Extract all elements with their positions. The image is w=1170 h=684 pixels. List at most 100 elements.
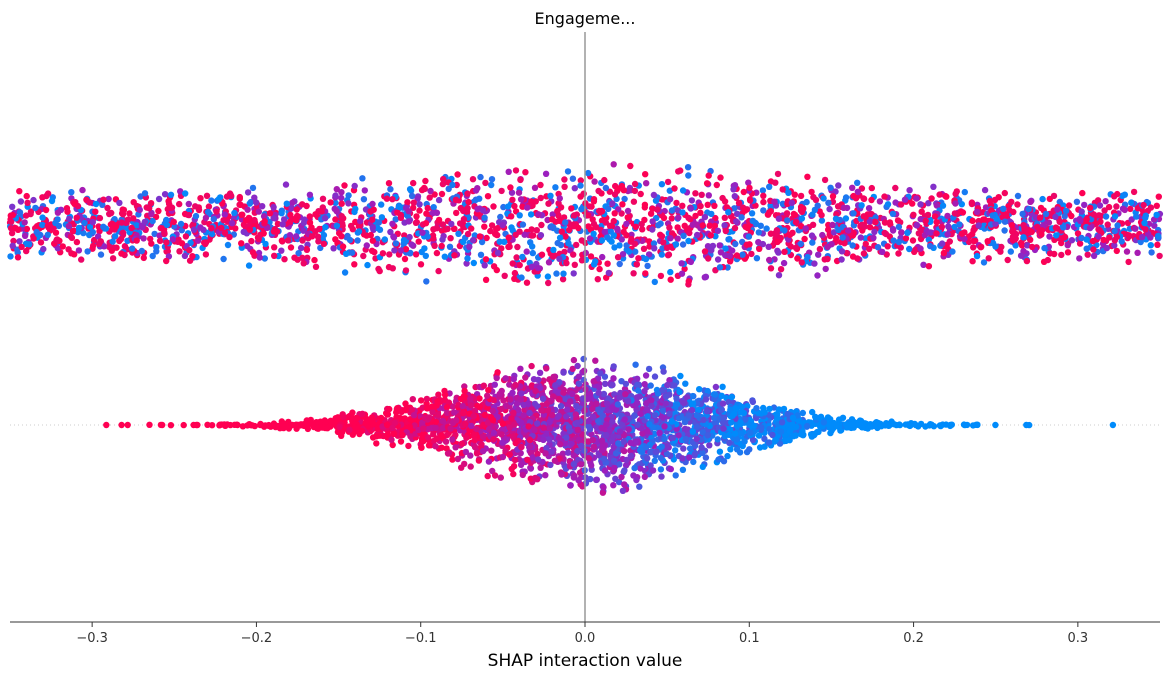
data-point [68, 233, 74, 239]
data-point [447, 235, 453, 241]
data-point [625, 208, 631, 214]
data-point [649, 218, 655, 224]
data-point [377, 227, 383, 233]
data-point [738, 214, 744, 220]
data-point [648, 382, 654, 388]
data-point [518, 274, 524, 280]
data-point [64, 205, 70, 211]
data-point [1133, 213, 1139, 219]
data-point [518, 444, 524, 450]
data-point [502, 273, 508, 279]
data-point [1091, 253, 1097, 259]
data-point [144, 204, 150, 210]
data-point [15, 254, 21, 260]
data-point [7, 253, 13, 259]
data-point [149, 218, 155, 224]
data-point [524, 204, 530, 210]
data-point [879, 249, 885, 255]
data-point [746, 241, 752, 247]
data-point [829, 222, 835, 228]
data-point [332, 192, 338, 198]
data-point [917, 201, 923, 207]
data-point [535, 265, 541, 271]
data-point [754, 255, 760, 261]
data-point [766, 184, 772, 190]
data-point [170, 236, 176, 242]
data-point [84, 248, 90, 254]
data-point [702, 248, 708, 254]
data-point [596, 266, 602, 272]
data-point [780, 186, 786, 192]
data-point [861, 213, 867, 219]
data-point [858, 234, 864, 240]
data-point [90, 229, 96, 235]
data-point [643, 180, 649, 186]
data-point [474, 206, 480, 212]
data-point [708, 232, 714, 238]
data-point [261, 230, 267, 236]
data-point [925, 212, 931, 218]
data-point [723, 228, 729, 234]
data-point [1054, 206, 1060, 212]
data-point [833, 216, 839, 222]
data-point [1114, 248, 1120, 254]
data-point [719, 393, 725, 399]
data-point [677, 373, 683, 379]
data-point [1156, 194, 1162, 200]
data-point [976, 222, 982, 228]
data-point [980, 216, 986, 222]
data-point [309, 233, 315, 239]
data-point [338, 233, 344, 239]
data-point [39, 222, 45, 228]
data-point [1091, 211, 1097, 217]
data-point [488, 182, 494, 188]
data-point [168, 192, 174, 198]
data-point [866, 246, 872, 252]
data-point [1110, 422, 1116, 428]
data-point [680, 467, 686, 473]
data-point [947, 423, 953, 429]
data-point [549, 412, 555, 418]
data-point [667, 235, 673, 241]
data-point [1039, 196, 1045, 202]
data-point [220, 256, 226, 262]
data-point [482, 262, 488, 268]
data-point [933, 230, 939, 236]
data-point [840, 234, 846, 240]
data-point [867, 211, 873, 217]
data-point [774, 227, 780, 233]
data-point [522, 374, 528, 380]
data-point [683, 426, 689, 432]
data-point [969, 258, 975, 264]
data-point [970, 244, 976, 250]
data-point [1037, 214, 1043, 220]
data-point [651, 192, 657, 198]
data-point [416, 201, 422, 207]
data-point [71, 201, 77, 207]
data-point [529, 232, 535, 238]
data-point [186, 201, 192, 207]
data-point [539, 252, 545, 258]
data-point [1087, 225, 1093, 231]
data-point [1034, 224, 1040, 230]
data-point [611, 363, 617, 369]
data-point [87, 199, 93, 205]
data-point [1081, 202, 1087, 208]
data-point [581, 368, 587, 374]
data-point [667, 269, 673, 275]
data-point [505, 244, 511, 250]
data-point [243, 217, 249, 223]
data-point [225, 242, 231, 248]
data-point [116, 200, 122, 206]
data-point [725, 209, 731, 215]
data-point [529, 243, 535, 249]
data-point [455, 231, 461, 237]
data-point [666, 224, 672, 230]
data-point [1009, 228, 1015, 234]
data-point [520, 221, 526, 227]
data-point [376, 219, 382, 225]
data-point [877, 198, 883, 204]
data-point [692, 190, 698, 196]
data-point [565, 240, 571, 246]
data-point [1114, 222, 1120, 228]
